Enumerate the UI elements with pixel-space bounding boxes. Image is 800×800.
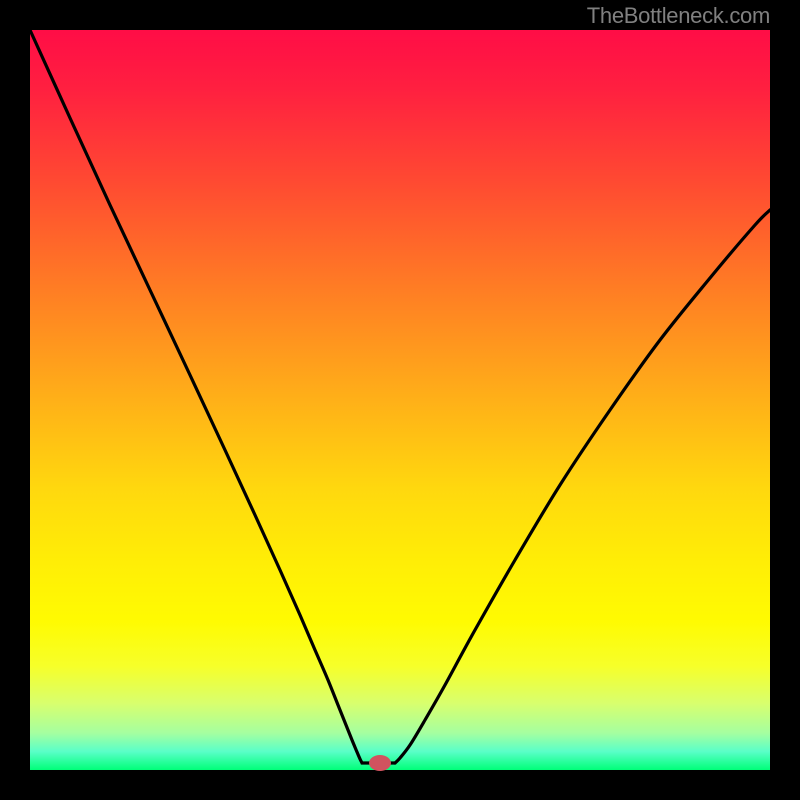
chart-container: TheBottleneck.com [0,0,800,800]
minimum-marker [369,755,391,771]
plot-area [30,30,770,770]
watermark-label: TheBottleneck.com [587,3,770,29]
